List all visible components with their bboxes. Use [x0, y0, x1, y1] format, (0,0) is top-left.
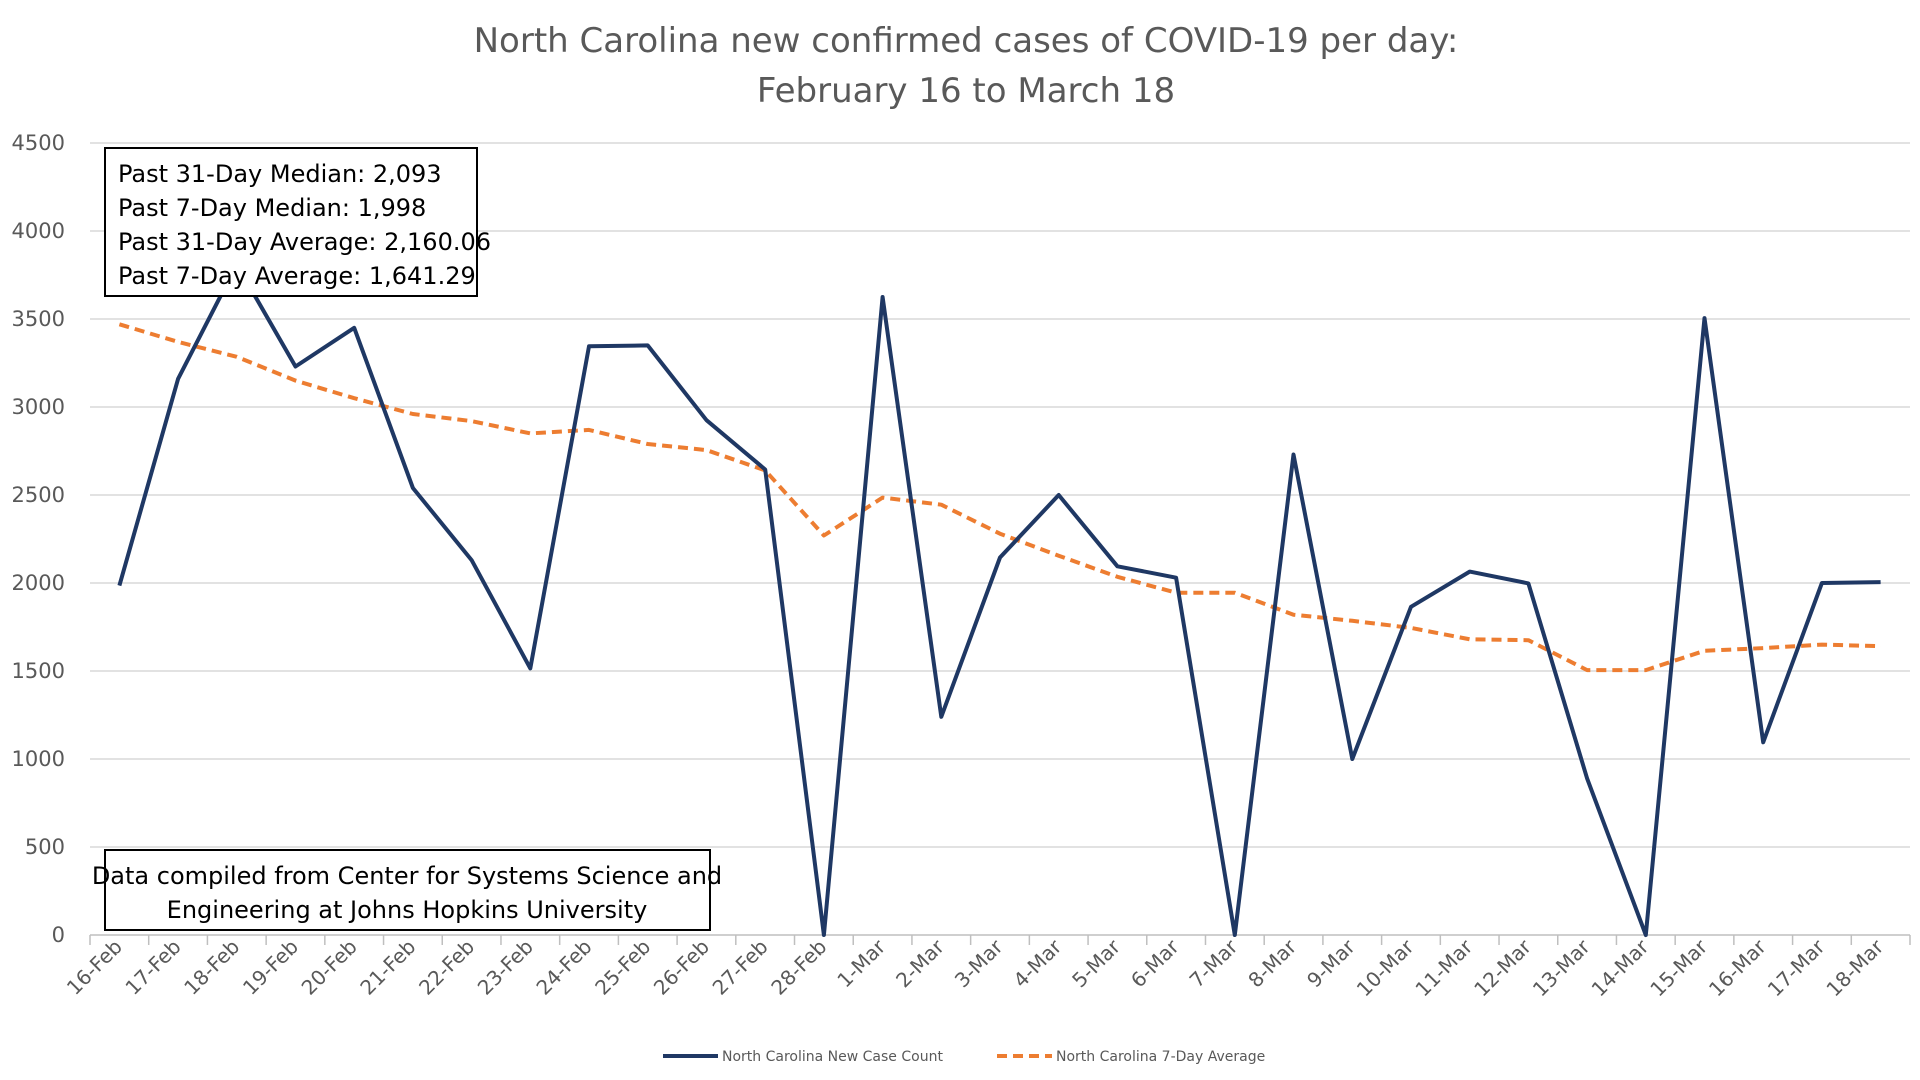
x-tick-label: 28-Feb: [766, 935, 831, 1000]
y-tick-label: 0: [52, 923, 65, 947]
x-tick-label: 11-Mar: [1410, 934, 1477, 1001]
source-annotation-box: Data compiled from Center for Systems Sc…: [92, 849, 722, 931]
y-tick-label: 2500: [12, 483, 65, 507]
y-tick-label: 3500: [12, 307, 65, 331]
x-axis-ticks: 16-Feb17-Feb18-Feb19-Feb20-Feb21-Feb22-F…: [62, 934, 1911, 1001]
legend-label-case-count: North Carolina New Case Count: [722, 1049, 943, 1065]
x-tick-label: 26-Feb: [649, 935, 714, 1000]
x-tick-label: 4-Mar: [1008, 934, 1066, 992]
y-tick-label: 3000: [12, 395, 65, 419]
x-tick-label: 3-Mar: [950, 934, 1008, 992]
stats-line-4: Past 7-Day Average: 1,641.29: [118, 262, 476, 290]
legend: North Carolina New Case Count North Caro…: [663, 1049, 1265, 1065]
y-axis-ticks: 0 500 1000 1500 2000 2500 3000 3500 4000 4500: [12, 131, 65, 947]
series-layer: [117, 262, 1881, 937]
x-tick-label: 12-Mar: [1469, 934, 1536, 1001]
x-tick-label: 6-Mar: [1126, 934, 1184, 992]
y-tick-label: 4500: [12, 131, 65, 155]
stats-line-3: Past 31-Day Average: 2,160.06: [118, 228, 491, 256]
chart-title-line-2: February 16 to March 18: [757, 71, 1175, 111]
stats-line-2: Past 7-Day Median: 1,998: [118, 194, 426, 222]
x-tick-label: 17-Mar: [1763, 934, 1830, 1001]
x-tick-label: 18-Feb: [179, 935, 244, 1000]
x-tick-label: 23-Feb: [473, 935, 538, 1000]
stats-annotation-box: Past 31-Day Median: 2,093 Past 7-Day Med…: [104, 147, 491, 297]
gridlines: [90, 142, 1910, 936]
x-tick-label: 13-Mar: [1528, 934, 1595, 1001]
x-tick-label: 20-Feb: [297, 935, 362, 1000]
x-tick-label: 22-Feb: [414, 935, 479, 1000]
x-tick-label: 14-Mar: [1587, 934, 1654, 1001]
x-tick-label: 16-Feb: [62, 935, 127, 1000]
y-tick-label: 1500: [12, 659, 65, 683]
stats-line-1: Past 31-Day Median: 2,093: [118, 160, 442, 188]
x-tick-label: 19-Feb: [238, 935, 303, 1000]
x-tick-label: 1-Mar: [832, 934, 890, 992]
x-tick-label: 5-Mar: [1067, 934, 1125, 992]
y-tick-label: 4000: [12, 219, 65, 243]
x-tick-label: 15-Mar: [1645, 934, 1712, 1001]
x-tick-label: 2-Mar: [891, 934, 949, 992]
x-tick-label: 16-Mar: [1704, 934, 1771, 1001]
x-tick-label: 17-Feb: [120, 935, 185, 1000]
x-tick-label: 10-Mar: [1352, 934, 1419, 1001]
x-tick-label: 7-Mar: [1185, 934, 1243, 992]
series-line-case-count: [117, 262, 1881, 937]
x-tick-label: 8-Mar: [1243, 934, 1301, 992]
x-tick-label: 24-Feb: [531, 935, 596, 1000]
y-tick-label: 500: [25, 835, 65, 859]
chart-title-line-1: North Carolina new confirmed cases of CO…: [474, 21, 1459, 61]
x-tick-label: 21-Feb: [355, 935, 420, 1000]
y-tick-label: 1000: [12, 747, 65, 771]
y-tick-label: 2000: [12, 571, 65, 595]
x-tick-label: 25-Feb: [590, 935, 655, 1000]
source-line-1: Data compiled from Center for Systems Sc…: [92, 862, 722, 890]
source-line-2: Engineering at Johns Hopkins University: [167, 896, 648, 924]
legend-label-7day-average: North Carolina 7-Day Average: [1056, 1049, 1265, 1065]
x-tick-label: 18-Mar: [1821, 934, 1888, 1001]
series-line-7day-average: [118, 322, 1881, 673]
x-tick-label: 27-Feb: [708, 935, 773, 1000]
